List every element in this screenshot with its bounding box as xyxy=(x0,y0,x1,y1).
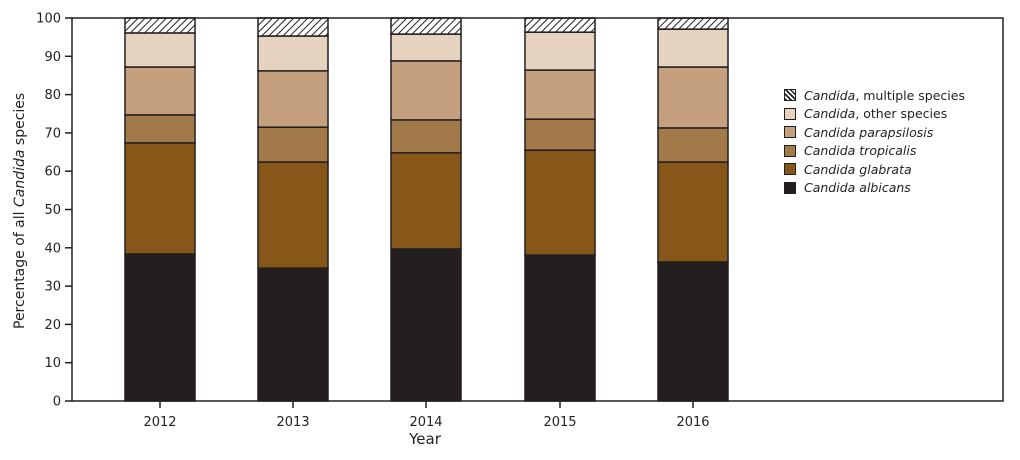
segment-candida-glabrata xyxy=(657,161,729,263)
y-tick-label: 20 xyxy=(44,318,61,333)
segment-candida-glabrata xyxy=(124,142,196,255)
legend-label-italic: Candida glabrata xyxy=(804,161,912,177)
legend-swatch xyxy=(784,126,796,139)
segment-candida-parapsilosis xyxy=(524,69,596,120)
x-tick-label: 2013 xyxy=(276,415,309,430)
segment-candida-albicans xyxy=(657,261,729,402)
segment-candida-multiple-species xyxy=(657,17,729,30)
y-tick-label: 10 xyxy=(44,356,61,371)
segment-candida-albicans xyxy=(124,253,196,402)
bar-2013 xyxy=(257,17,329,402)
segment-candida-other-species xyxy=(124,32,196,68)
y-tick-label: 40 xyxy=(44,241,61,256)
bar-2012 xyxy=(124,17,196,402)
y-tick-label: 50 xyxy=(44,203,61,218)
segment-candida-glabrata xyxy=(390,152,462,250)
segment-candida-tropicalis xyxy=(524,118,596,151)
legend-swatch xyxy=(784,144,796,157)
segment-candida-albicans xyxy=(390,248,462,402)
segment-candida-parapsilosis xyxy=(124,66,196,116)
legend-swatch xyxy=(784,107,796,120)
legend-item: Candida, other species xyxy=(784,105,965,124)
legend-label-italic: Candida tropicalis xyxy=(804,143,917,159)
segment-candida-glabrata xyxy=(524,149,596,256)
segment-candida-albicans xyxy=(524,254,596,402)
segment-candida-other-species xyxy=(524,31,596,71)
segment-candida-other-species xyxy=(657,28,729,68)
segment-candida-parapsilosis xyxy=(390,60,462,121)
legend-item: Candida, multiple species xyxy=(784,86,965,105)
legend-item: Candida tropicalis xyxy=(784,142,965,161)
y-tick-label: 70 xyxy=(44,126,61,141)
legend-item: Candida glabrata xyxy=(784,160,965,179)
segment-candida-other-species xyxy=(257,35,329,72)
segment-candida-parapsilosis xyxy=(257,70,329,128)
bar-2015 xyxy=(524,17,596,402)
segment-candida-multiple-species xyxy=(524,17,596,33)
legend-item: Candida albicans xyxy=(784,179,965,198)
y-axis-label: Percentage of all Candida species xyxy=(12,92,28,329)
bar-2016 xyxy=(657,17,729,402)
segment-candida-glabrata xyxy=(257,161,329,269)
segment-candida-tropicalis xyxy=(657,127,729,163)
legend-label-plain: , other species xyxy=(855,106,948,122)
legend-swatch xyxy=(784,163,796,176)
legend-item: Candida parapsilosis xyxy=(784,123,965,142)
segment-candida-tropicalis xyxy=(390,119,462,154)
legend-swatch xyxy=(784,181,796,194)
x-tick-label: 2012 xyxy=(143,415,176,430)
y-tick-label: 90 xyxy=(44,50,61,65)
legend: Candida, multiple species Candida, other … xyxy=(784,86,965,197)
x-tick-label: 2015 xyxy=(543,415,576,430)
legend-label-plain: , multiple species xyxy=(855,87,965,103)
segment-candida-tropicalis xyxy=(124,114,196,144)
axes-group: 0 10 20 30 40 50 60 70 80 90 100 2012 2013 2014 2015 20… xyxy=(36,12,1004,430)
x-tick-label: 2016 xyxy=(676,415,709,430)
bar-2014 xyxy=(390,17,462,402)
segment-candida-tropicalis xyxy=(257,126,329,163)
x-axis-label: Year xyxy=(409,430,441,448)
legend-label-italic: Candida albicans xyxy=(804,180,911,196)
y-tick-label: 0 xyxy=(53,395,61,410)
segment-candida-multiple-species xyxy=(124,17,196,34)
legend-swatch xyxy=(784,89,796,102)
segment-candida-multiple-species xyxy=(390,17,462,35)
segment-candida-other-species xyxy=(390,33,462,62)
legend-label-italic: Candida xyxy=(804,87,856,103)
x-tick-label: 2014 xyxy=(409,415,442,430)
y-tick-label: 30 xyxy=(44,280,61,295)
segment-candida-albicans xyxy=(257,267,329,402)
legend-label-italic: Candida parapsilosis xyxy=(804,124,934,140)
y-tick-label: 80 xyxy=(44,88,61,103)
bars-group xyxy=(124,17,729,402)
y-tick-label: 60 xyxy=(44,165,61,180)
segment-candida-multiple-species xyxy=(257,17,329,37)
segment-candida-parapsilosis xyxy=(657,66,729,129)
y-tick-label: 100 xyxy=(36,12,61,27)
legend-label-italic: Candida xyxy=(804,106,856,122)
